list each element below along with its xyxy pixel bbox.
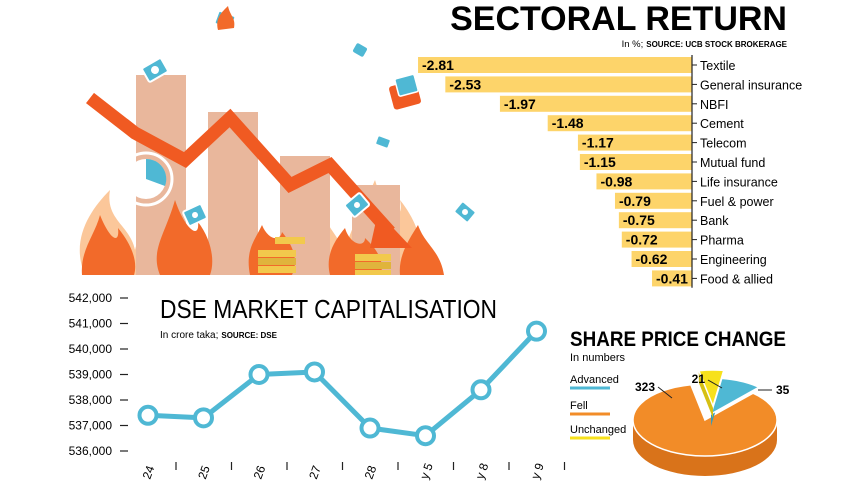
- market-cap-point: [526, 320, 547, 342]
- share-price-title: SHARE PRICE CHANGE: [570, 328, 786, 351]
- share-price-chart: SHARE PRICE CHANGE In numbers Advanced Fe…: [570, 328, 790, 476]
- y-tick-label: 536,000: [69, 444, 113, 458]
- sectoral-bar: [499, 95, 692, 112]
- sectoral-category-label: Pharma: [700, 234, 744, 248]
- sectoral-bar: [631, 251, 692, 267]
- market-cap-chart: DSE MARKET CAPITALISATION In crore taka;…: [69, 291, 566, 481]
- market-cap-line: [147, 329, 539, 439]
- market-cap-series: [137, 320, 547, 447]
- sectoral-category-label: Fuel & power: [700, 195, 774, 209]
- sectoral-source: SOURCE: UCB STOCK BROKERAGE: [646, 40, 787, 49]
- sectoral-category-label: Bank: [700, 214, 729, 228]
- y-tick-label: 538,000: [69, 393, 113, 407]
- y-tick-label: 541,000: [69, 317, 113, 331]
- sectoral-bar: [614, 192, 692, 209]
- sectoral-value-label: -1.15: [584, 154, 616, 170]
- share-price-subtitle: In numbers: [570, 352, 626, 364]
- sectoral-value-label: -0.41: [656, 270, 688, 286]
- sectoral-category-label: Cement: [700, 117, 744, 131]
- pie-slice: [632, 383, 778, 457]
- sectoral-bar: [596, 173, 692, 190]
- sectoral-category-label: Engineering: [700, 253, 767, 267]
- sectoral-bar: [577, 134, 692, 151]
- x-tick-label: 25: [195, 463, 213, 481]
- market-cap-point: [359, 417, 381, 439]
- sectoral-category-label: Mutual fund: [700, 156, 765, 170]
- market-cap-point: [470, 379, 492, 401]
- market-cap-point: [415, 425, 436, 447]
- legend-label: Advanced: [570, 374, 619, 386]
- sectoral-value-label: -0.62: [636, 251, 668, 267]
- market-cap-axis: 536,000 537,000 538,000 539,000 540,000 541,0…: [69, 291, 566, 481]
- sectoral-bar: [621, 231, 692, 248]
- sectoral-bar: [579, 154, 692, 170]
- sectoral-return-chart: SECTORAL RETURN In %; SOURCE: UCB STOCK B…: [418, 0, 802, 288]
- y-tick-label: 540,000: [69, 342, 113, 356]
- market-cap-subtitle: In crore taka; SOURCE: DSE: [160, 330, 278, 341]
- falling-arrow-icon: [86, 92, 395, 237]
- sectoral-bar: [445, 76, 692, 93]
- share-price-legend: Advanced Fell Unchanged: [570, 374, 626, 440]
- pie-value-label: 323: [635, 380, 655, 394]
- market-cap-title: DSE MARKET CAPITALISATION: [160, 294, 497, 324]
- share-price-pie: 35 323 21: [632, 369, 790, 476]
- market-cap-point: [193, 407, 214, 429]
- market-cap-point: [248, 364, 270, 385]
- x-tick-label: 24: [140, 463, 158, 481]
- sectoral-bar: [547, 115, 692, 132]
- legend-label: Fell: [570, 400, 588, 412]
- market-cap-point: [137, 404, 159, 426]
- sectoral-bars: -2.81 Textile -2.53 General insurance -1.97 N…: [418, 55, 802, 288]
- x-tick-label: 28: [362, 463, 380, 481]
- sectoral-value-label: -2.53: [449, 76, 481, 92]
- y-tick-label: 542,000: [69, 291, 113, 305]
- sectoral-category-label: Food & allied: [700, 272, 773, 286]
- sectoral-value-label: -0.98: [600, 173, 632, 189]
- sectoral-category-label: Textile: [700, 59, 735, 73]
- sectoral-value-label: -0.72: [626, 232, 658, 248]
- pie-value-label: 21: [692, 372, 706, 386]
- leader-line: [657, 386, 673, 399]
- x-tick-label: 26: [251, 463, 269, 481]
- cash-note-icon: [141, 6, 477, 227]
- sectoral-subtitle: In %; SOURCE: UCB STOCK BROKERAGE: [622, 39, 788, 50]
- sectoral-value-label: -2.81: [422, 57, 454, 73]
- pie-slice: [697, 369, 725, 409]
- pie-value-label: 35: [776, 383, 790, 397]
- legend-label: Unchanged: [570, 424, 626, 436]
- sectoral-value-label: -1.48: [552, 115, 584, 131]
- x-tick-label: y 5: [417, 461, 436, 481]
- sectoral-category-label: Life insurance: [700, 175, 778, 189]
- sectoral-unit: In %;: [622, 39, 644, 50]
- sectoral-category-label: NBFI: [700, 98, 728, 112]
- market-cap-unit: In crore taka;: [160, 330, 218, 341]
- coin-stack-icon: [258, 237, 391, 275]
- sectoral-bar: [418, 57, 692, 73]
- wallet-icon: [389, 73, 421, 110]
- sectoral-title: SECTORAL RETURN: [450, 0, 787, 38]
- sectoral-value-label: -1.17: [582, 135, 614, 151]
- fire-illustration: [79, 6, 477, 275]
- sectoral-value-label: -0.79: [619, 193, 651, 209]
- sectoral-bar: [652, 270, 692, 287]
- sectoral-category-label: Telecom: [700, 137, 747, 151]
- sectoral-category-label: General insurance: [700, 78, 802, 92]
- sectoral-bar: [618, 212, 692, 229]
- x-tick-label: y 9: [528, 461, 547, 481]
- y-tick-label: 539,000: [69, 368, 113, 382]
- x-tick-label: 27: [306, 463, 324, 481]
- market-cap-point: [304, 361, 325, 383]
- sectoral-value-label: -1.97: [504, 96, 536, 112]
- y-tick-label: 537,000: [69, 419, 113, 433]
- market-cap-source: SOURCE: DSE: [221, 331, 277, 340]
- sectoral-value-label: -0.75: [623, 212, 655, 228]
- x-tick-label: y 8: [473, 461, 492, 481]
- leader-line: [707, 379, 723, 389]
